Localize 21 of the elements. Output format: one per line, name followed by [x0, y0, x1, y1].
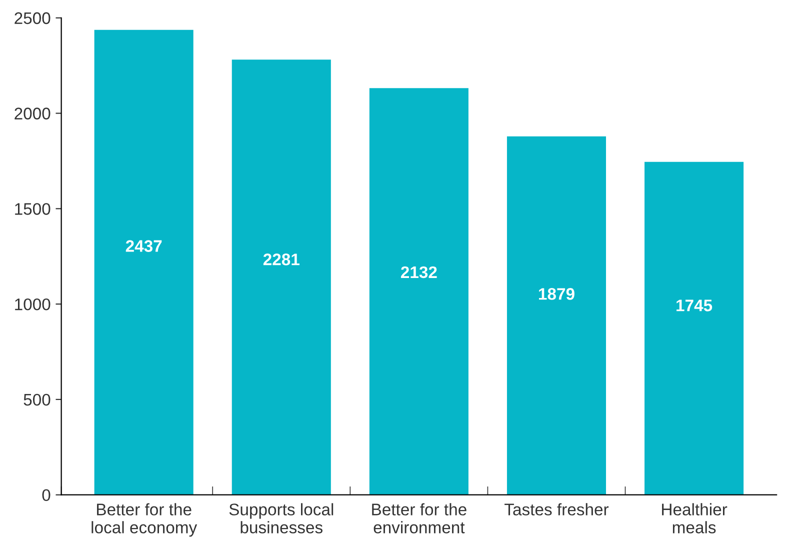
bar	[94, 30, 194, 495]
y-tick-label: 2500	[14, 12, 50, 24]
data-label: 2281	[263, 254, 300, 266]
x-tick-label: Better for the local economy	[92, 503, 198, 537]
y-tick-label: 0	[42, 489, 50, 502]
x-tick-label: Healthier meals	[662, 503, 728, 534]
data-label: 1879	[539, 288, 574, 300]
y-tick-label: 1000	[15, 298, 50, 310]
x-tick-label: Better for the environment	[372, 503, 466, 534]
data-label: 2132	[400, 266, 437, 278]
data-label: 1745	[676, 300, 712, 312]
y-tick-label: 2000	[14, 108, 50, 120]
y-tick-label: 1500	[15, 203, 50, 215]
bar	[369, 88, 468, 495]
x-tick-label: Supports local businesses	[229, 503, 334, 534]
y-tick-label: 500	[24, 394, 50, 406]
data-label: 2437	[126, 240, 162, 252]
bar	[644, 162, 744, 495]
bar	[232, 60, 331, 495]
x-tick-label: Tastes fresher	[504, 503, 609, 516]
bar	[506, 136, 606, 495]
